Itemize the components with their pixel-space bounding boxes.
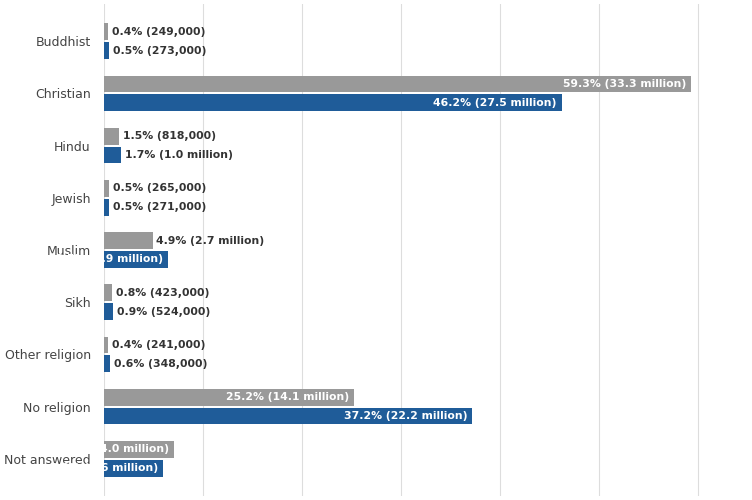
Text: 0.4% (241,000): 0.4% (241,000) — [112, 340, 205, 350]
Text: 37.2% (22.2 million): 37.2% (22.2 million) — [344, 411, 468, 421]
Text: 46.2% (27.5 million): 46.2% (27.5 million) — [433, 98, 556, 108]
Text: 1.7% (1.0 million): 1.7% (1.0 million) — [125, 150, 232, 160]
Text: 0.4% (249,000): 0.4% (249,000) — [112, 27, 205, 37]
Text: 59.3% (33.3 million): 59.3% (33.3 million) — [563, 79, 687, 89]
Bar — [104, 251, 168, 268]
Bar — [104, 303, 113, 320]
Text: 6.0% (3.6 million): 6.0% (3.6 million) — [50, 463, 159, 473]
Bar — [104, 24, 108, 40]
Bar — [104, 389, 353, 406]
Text: 0.9% (524,000): 0.9% (524,000) — [117, 306, 210, 316]
Text: 0.8% (423,000): 0.8% (423,000) — [116, 288, 209, 298]
Bar — [104, 180, 109, 197]
Text: 0.5% (271,000): 0.5% (271,000) — [113, 202, 206, 212]
Text: 1.5% (818,000): 1.5% (818,000) — [123, 131, 216, 141]
Bar — [104, 441, 174, 458]
Text: 4.9% (2.7 million): 4.9% (2.7 million) — [156, 236, 265, 246]
Bar — [104, 356, 110, 372]
Bar — [104, 232, 153, 249]
Text: 7.1% (4.0 million): 7.1% (4.0 million) — [62, 444, 169, 454]
Bar — [104, 42, 109, 59]
Text: 0.6% (348,000): 0.6% (348,000) — [114, 359, 208, 369]
Bar — [104, 94, 562, 111]
Bar — [104, 199, 109, 216]
Bar — [104, 128, 119, 144]
Text: 0.5% (265,000): 0.5% (265,000) — [113, 184, 206, 194]
Bar — [104, 284, 112, 301]
Bar — [104, 146, 121, 164]
Text: 0.5% (273,000): 0.5% (273,000) — [113, 46, 206, 56]
Text: 6.5% (3.9 million): 6.5% (3.9 million) — [56, 254, 163, 264]
Bar — [104, 460, 163, 476]
Bar — [104, 408, 472, 424]
Bar — [104, 336, 108, 353]
Bar — [104, 76, 691, 92]
Text: 25.2% (14.1 million): 25.2% (14.1 million) — [226, 392, 349, 402]
